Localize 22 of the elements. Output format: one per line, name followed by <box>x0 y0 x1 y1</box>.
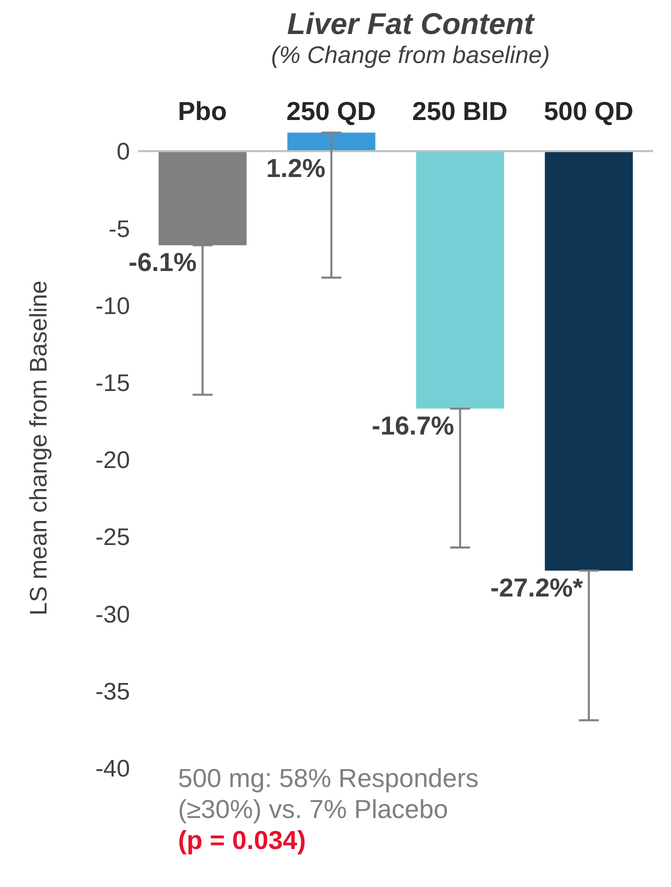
y-tick-label: -25 <box>95 524 130 552</box>
text: (p = 0.034) <box>178 825 307 856</box>
y-tick-label: -20 <box>95 447 130 474</box>
y-axis-title: LS mean change from Baseline <box>26 280 53 616</box>
x-tick-label: 250 BID <box>412 96 508 126</box>
y-tick-label: -30 <box>95 601 130 628</box>
x-tick-label: 500 QD <box>544 96 634 126</box>
y-tick-label: -15 <box>95 370 130 397</box>
data-label: 1.2% <box>266 153 326 184</box>
y-tick-label: -10 <box>95 292 130 320</box>
annotation: 500 mg: 58% Responders (≥30%) vs. 7% Placebo <box>178 763 480 825</box>
x-tick-label: Pbo <box>178 96 227 126</box>
x-tick-label: 250 QD <box>286 96 376 126</box>
chart-title: Liver Fat Content <box>286 8 536 42</box>
data-label: -27.2%* <box>490 572 584 603</box>
y-tick-label: 0 <box>116 138 130 166</box>
data-label: -6.1% <box>128 247 197 278</box>
chart-subtitle: (% Change from baseline) <box>270 42 551 70</box>
y-tick-label: -40 <box>95 756 130 783</box>
data-label: -16.7% <box>372 410 454 441</box>
y-tick-label: -35 <box>95 678 130 706</box>
y-tick-label: -5 <box>108 216 130 243</box>
